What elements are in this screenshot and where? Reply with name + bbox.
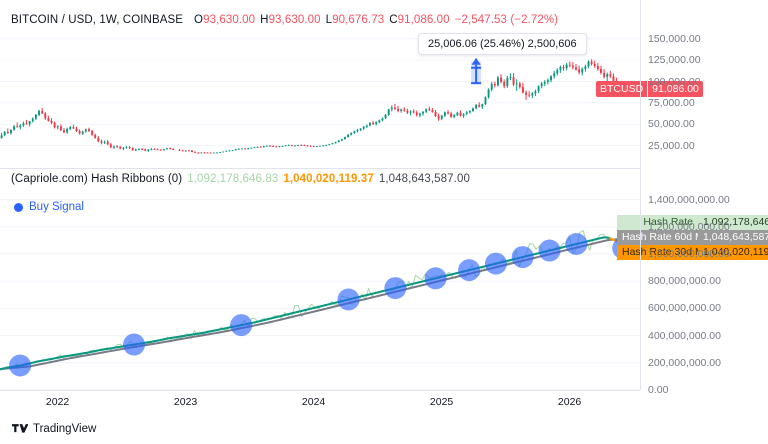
price-tag-symbol: BTCUSD — [596, 81, 648, 98]
symbol-legend[interactable]: BITCOIN / USD, 1W, COINBASE O93,630.00 H93… — [11, 13, 558, 27]
open-value: 93,630.00 — [203, 14, 256, 26]
buy-signal-marker — [424, 267, 447, 290]
hash-rate-30dma-tag-value: 1,040,020,119.37 — [698, 245, 768, 260]
hash-rate-60dma-tag: Hash Rate 60d MA 1,048,643,587.00 — [617, 230, 768, 245]
price-axis-label: 50,000.00 — [648, 118, 695, 131]
indicator-ma60-value: 1,048,643,587.00 — [378, 173, 470, 185]
tradingview-watermark: TradingView — [12, 423, 96, 435]
close-value: 91,086.00 — [397, 14, 450, 26]
hash-rate-tag: Hash Rate 1,092,178,646.83 — [617, 215, 768, 230]
buy-signal-marker — [337, 288, 360, 311]
buy-signal-marker — [9, 354, 32, 377]
buy-signal-legend: Buy Signal — [14, 201, 84, 213]
buy-signal-dot-icon — [14, 202, 23, 212]
hash-rate-tag-name: Hash Rate — [617, 215, 698, 230]
hash-rate-30dma-tag: Hash Rate 30d MA 1,040,020,119.37 — [617, 245, 768, 260]
buy-signal-marker — [230, 314, 253, 337]
price-axis-label: 25,000.00 — [648, 139, 695, 152]
time-axis-label: 2022 — [45, 396, 70, 408]
hash-rate-axis-label: 200,000,000.00 — [648, 356, 721, 369]
pane-divider — [0, 168, 640, 169]
indicator-legend[interactable]: (Capriole.com) Hash Ribbons (0) 1,092,178… — [11, 172, 470, 186]
time-axis-label: 2024 — [301, 396, 326, 408]
hash-rate-axis-label: 1,200,000,000.00 — [648, 220, 730, 233]
high-value: 93,630.00 — [268, 14, 321, 26]
time-axis-label: 2026 — [557, 396, 582, 408]
tradingview-logo-icon — [12, 423, 28, 433]
price-tag-value: 91,086.00 — [648, 81, 703, 98]
hash-rate-axis-label: 800,000,000.00 — [648, 275, 721, 288]
buy-signal-label: Buy Signal — [29, 201, 84, 213]
buy-signal-marker — [484, 252, 507, 275]
open-label: O — [194, 14, 204, 26]
buy-signal-marker — [123, 333, 146, 356]
hash-rate-30dma-tag-name: Hash Rate 30d MA — [617, 245, 698, 260]
symbol-title[interactable]: BITCOIN / USD, 1W, COINBASE — [11, 14, 184, 26]
price-pane[interactable] — [0, 28, 640, 167]
measure-tool-tooltip: 25,006.06 (25.46%) 2,500,606 — [418, 33, 587, 55]
hash-rate-axis-label: 1,000,000,000.00 — [648, 247, 730, 260]
time-axis-label: 2025 — [429, 396, 454, 408]
hash-rate-60dma-tag-value: 1,048,643,587.00 — [698, 230, 768, 245]
hash-rate-axis-tags: Hash Rate 1,092,178,646.83 Hash Rate 60d… — [617, 215, 768, 260]
hash-rate-tag-value: 1,092,178,646.83 — [698, 215, 768, 230]
buy-signal-marker — [565, 233, 588, 256]
hash-rate-axis-label: 400,000,000.00 — [648, 329, 721, 342]
hash-rate-60dma-tag-name: Hash Rate 60d MA — [617, 230, 698, 245]
indicator-title[interactable]: (Capriole.com) Hash Ribbons (0) — [11, 173, 183, 185]
price-axis[interactable]: 150,000.00 125,000.00 100,000.00 75,000.00 5… — [648, 28, 768, 167]
right-axis-divider — [640, 0, 641, 390]
ohlc-values: O93,630.00 H93,630.00 L90,676.73 C91,086.00… — [194, 14, 558, 26]
hash-rate-axis-label: 1,400,000,000.00 — [648, 193, 730, 206]
hash-ribbons-series — [0, 199, 640, 390]
hash-rate-axis-label: 600,000,000.00 — [648, 302, 721, 315]
price-axis-label: 75,000.00 — [648, 96, 695, 109]
buy-signal-marker — [538, 239, 561, 262]
high-label: H — [260, 14, 269, 26]
indicator-hashrate-value: 1,092,178,646.83 — [187, 173, 279, 185]
time-axis[interactable]: 2022 2023 2024 2025 2026 — [0, 391, 640, 413]
buy-signal-marker — [458, 259, 481, 282]
buy-signal-marker — [511, 246, 534, 269]
hash-ribbons-pane[interactable] — [0, 190, 640, 390]
change-value: −2,547.53 (−2.72%) — [454, 14, 559, 26]
price-axis-label: 150,000.00 — [648, 32, 701, 45]
close-label: C — [389, 14, 398, 26]
price-axis-label: 125,000.00 — [648, 54, 701, 67]
candlestick-series — [0, 38, 640, 154]
indicator-ma30-value: 1,040,020,119.37 — [283, 173, 374, 185]
measure-tool-arrow — [471, 57, 482, 85]
watermark-label: TradingView — [33, 423, 97, 435]
hash-rate-axis[interactable]: 1,400,000,000.00 1,200,000,000.00 1,000,00… — [648, 190, 768, 397]
price-axis-label: 100,000.00 — [648, 75, 701, 88]
low-label: L — [325, 14, 333, 26]
hash-rate-axis-label: 0.00 — [648, 384, 669, 396]
bottom-axis-divider — [0, 390, 640, 391]
low-value: 90,676.73 — [332, 14, 385, 26]
last-price-tag: BTCUSD 91,086.00 — [596, 81, 703, 98]
buy-signal-marker — [384, 277, 407, 300]
time-axis-label: 2023 — [173, 396, 198, 408]
